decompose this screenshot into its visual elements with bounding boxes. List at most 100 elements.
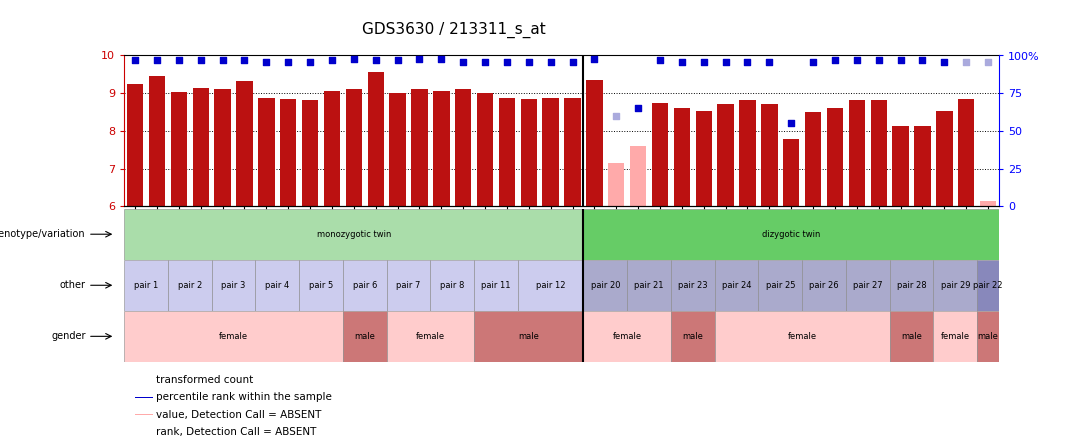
Point xyxy=(826,56,843,63)
Point xyxy=(585,55,603,62)
Point xyxy=(717,58,734,65)
Text: pair 29: pair 29 xyxy=(941,281,970,290)
Point xyxy=(848,56,865,63)
Text: pair 7: pair 7 xyxy=(396,281,421,290)
Text: male: male xyxy=(518,332,539,341)
Point xyxy=(608,112,625,119)
Text: pair 26: pair 26 xyxy=(809,281,839,290)
Bar xyxy=(565,98,581,206)
Bar xyxy=(717,104,733,206)
Point xyxy=(739,58,756,65)
Bar xyxy=(977,260,999,311)
Bar xyxy=(890,311,933,362)
Text: female: female xyxy=(612,332,642,341)
Bar xyxy=(627,260,671,311)
Point xyxy=(192,56,210,63)
Point xyxy=(980,58,997,65)
Text: percentile rank within the sample: percentile rank within the sample xyxy=(156,392,332,402)
Bar xyxy=(977,311,999,362)
Text: pair 25: pair 25 xyxy=(766,281,795,290)
Point xyxy=(870,56,888,63)
Point xyxy=(696,58,713,65)
Point xyxy=(280,58,297,65)
Bar xyxy=(215,89,231,206)
Bar xyxy=(915,127,931,206)
Text: pair 4: pair 4 xyxy=(266,281,289,290)
Text: pair 20: pair 20 xyxy=(591,281,620,290)
Point xyxy=(958,58,975,65)
Bar xyxy=(324,91,340,206)
Text: pair 23: pair 23 xyxy=(678,281,707,290)
Bar xyxy=(674,107,690,206)
Point xyxy=(476,58,494,65)
Point xyxy=(651,56,669,63)
Text: dizygotic twin: dizygotic twin xyxy=(762,230,821,239)
Text: value, Detection Call = ABSENT: value, Detection Call = ABSENT xyxy=(156,410,321,420)
Bar xyxy=(343,260,387,311)
Point xyxy=(258,58,275,65)
Point xyxy=(542,58,559,65)
Point xyxy=(783,120,800,127)
Text: GDS3630 / 213311_s_at: GDS3630 / 213311_s_at xyxy=(362,22,545,38)
Point xyxy=(410,55,428,62)
Bar xyxy=(258,98,274,206)
Text: pair 5: pair 5 xyxy=(309,281,333,290)
Bar xyxy=(168,260,212,311)
Text: pair 12: pair 12 xyxy=(536,281,566,290)
Bar xyxy=(827,107,843,206)
Bar xyxy=(630,146,646,206)
Bar xyxy=(583,260,627,311)
Bar xyxy=(433,91,449,206)
Bar xyxy=(124,260,168,311)
Bar xyxy=(671,311,715,362)
Bar xyxy=(280,99,296,206)
Text: male: male xyxy=(977,332,999,341)
Text: rank, Detection Call = ABSENT: rank, Detection Call = ABSENT xyxy=(156,427,316,437)
Bar xyxy=(237,81,253,206)
Bar xyxy=(390,93,406,206)
Bar xyxy=(758,260,802,311)
Bar xyxy=(430,260,474,311)
Point xyxy=(498,58,515,65)
Bar xyxy=(299,260,343,311)
Bar xyxy=(256,260,299,311)
Bar xyxy=(890,260,933,311)
Text: transformed count: transformed count xyxy=(156,375,253,385)
Point xyxy=(323,56,340,63)
Text: male: male xyxy=(354,332,375,341)
Bar xyxy=(805,112,821,206)
Bar xyxy=(367,72,383,206)
Point xyxy=(389,56,406,63)
Text: monozygotic twin: monozygotic twin xyxy=(316,230,391,239)
Bar xyxy=(474,260,518,311)
Bar xyxy=(846,260,890,311)
Text: female: female xyxy=(219,332,248,341)
Text: genotype/variation: genotype/variation xyxy=(0,229,85,239)
Text: pair 11: pair 11 xyxy=(482,281,511,290)
Bar xyxy=(521,99,537,206)
Text: pair 8: pair 8 xyxy=(440,281,464,290)
Text: pair 6: pair 6 xyxy=(352,281,377,290)
Point xyxy=(914,56,931,63)
Point xyxy=(148,56,165,63)
Bar xyxy=(933,260,977,311)
Bar xyxy=(608,163,624,206)
Bar xyxy=(783,139,799,206)
Bar xyxy=(171,92,187,206)
Point xyxy=(214,56,231,63)
Bar xyxy=(474,311,583,362)
Text: male: male xyxy=(901,332,922,341)
Bar xyxy=(212,260,256,311)
Point xyxy=(301,58,319,65)
Point xyxy=(126,56,144,63)
Bar xyxy=(715,260,758,311)
Bar xyxy=(135,414,153,415)
Bar xyxy=(933,311,977,362)
Bar xyxy=(302,99,319,206)
Bar xyxy=(477,93,494,206)
Text: female: female xyxy=(416,332,445,341)
Point xyxy=(805,58,822,65)
Point xyxy=(235,56,253,63)
Text: pair 3: pair 3 xyxy=(221,281,246,290)
Bar xyxy=(740,100,756,206)
